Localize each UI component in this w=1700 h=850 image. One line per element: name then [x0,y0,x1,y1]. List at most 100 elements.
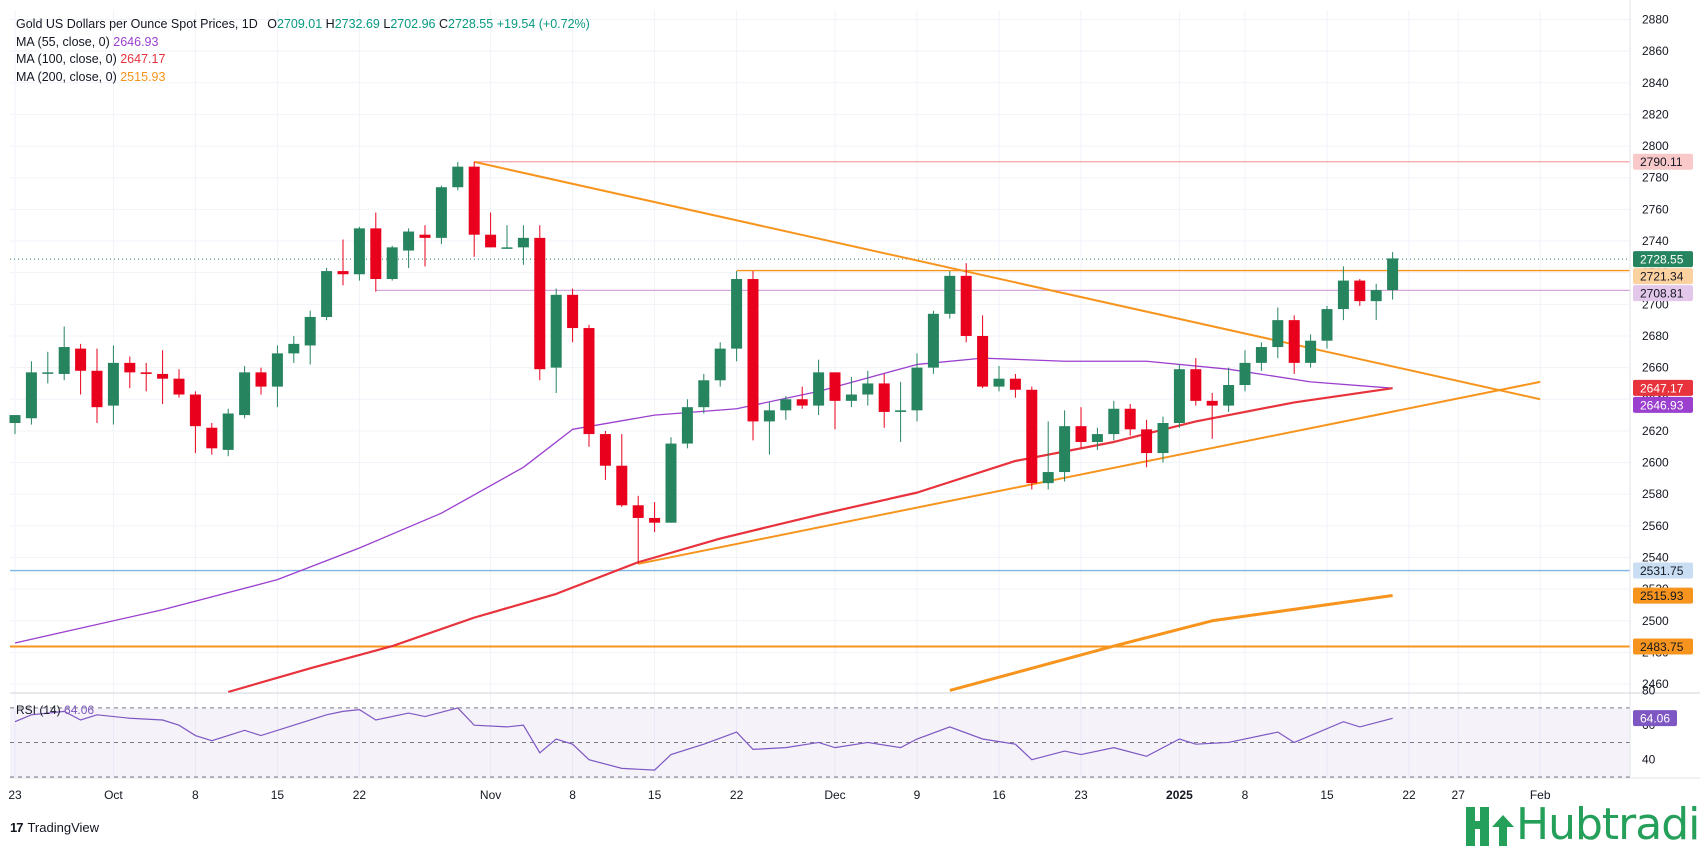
candle [1337,266,1349,321]
candles[interactable] [9,161,1399,564]
ohlc-open-label: O [267,17,277,31]
price-label-text: 2531.75 [1640,564,1684,578]
price-label-bg [1633,268,1693,285]
price-label-text: 2728.55 [1640,253,1684,267]
price-tick-label: 2820 [1642,107,1669,121]
rsi-tick-label: 80 [1642,684,1656,698]
price-tick-label: 2800 [1642,139,1669,153]
candle-body [501,247,513,249]
candle-body [271,353,283,387]
candle [58,326,70,381]
candle-body [960,275,972,336]
candle-body [206,427,218,449]
time-tick-label: 16 [992,788,1006,802]
ohlc-low: 2702.96 [390,17,436,31]
candle-body [189,394,201,427]
candle [304,310,316,365]
candle-body [550,294,562,368]
price-label-bg [1633,379,1693,396]
candle-body [649,517,661,523]
price-label-text: 2790.11 [1640,155,1683,169]
price-label-text: 2721.34 [1640,270,1684,284]
candle-body [698,380,710,408]
candle [107,345,119,425]
candle-body [665,443,677,523]
candle [763,402,775,455]
price-label: 2531.75 [1633,562,1693,579]
price-label: 2728.55 [1633,251,1693,268]
candle-body [1321,309,1333,341]
candle-body [304,316,316,346]
candle [370,212,382,292]
ma100-label: MA (100, close, 0) [16,52,117,66]
time-tick-label: 22 [353,788,367,802]
time-tick-label: 8 [192,788,199,802]
rsi-line [14,707,1393,771]
candle [665,437,677,523]
candle-body [75,348,87,371]
candle-body [813,372,825,406]
candle-body [977,335,989,387]
ma55-line [14,357,1393,644]
candle [813,359,825,416]
candle [583,324,595,447]
price-label-text: 2515.93 [1640,589,1684,603]
candle [1272,307,1284,359]
price-label: 2483.75 [1633,638,1693,655]
candle-body [140,372,152,374]
candle-body [862,383,874,395]
candle [468,161,480,257]
ohlc-high-label: H [325,17,335,31]
ma55-value: 2646.93 [113,34,159,49]
hubtrading-logo: Hubtrading [1466,799,1700,850]
candle [1059,410,1071,482]
candle [714,342,726,387]
price-label: 2646.93 [1633,396,1693,413]
trendline [473,160,1541,401]
ohlc-close-label: C [439,17,449,31]
candle-body [1157,422,1169,454]
candle [1223,367,1235,412]
candle [698,373,710,414]
ma100-value: 2647.17 [120,52,166,66]
candle [124,356,136,389]
candle [599,430,611,480]
legend-ma200-row: MA (200, close, 0) 2515.93 [16,69,590,87]
candle-body [255,372,267,387]
candle [1239,350,1251,392]
candle [780,396,792,420]
candle-body [1059,426,1071,473]
candle-body [599,434,611,466]
candle [140,362,152,392]
candle-body [517,237,529,248]
legend-title-row: Gold US Dollars per Ounce Spot Prices, 1… [16,16,590,34]
candle [1124,404,1136,436]
candle-body [1255,347,1267,363]
candle [189,391,201,454]
candle-body [1370,290,1382,302]
candle-body [616,465,628,506]
candle [977,315,989,389]
price-tick-label: 2580 [1642,487,1669,501]
candle-body [370,228,382,280]
candle [9,415,21,435]
time-tick-label: Oct [104,788,123,802]
candle-body [1288,320,1300,363]
candle-body [124,362,136,373]
candle [173,369,185,398]
time-tick-label: 23 [1074,788,1088,802]
time-tick-label: 15 [271,788,285,802]
candle [862,370,874,406]
rsi-legend: RSI (14) 64.06 [16,703,94,717]
candle [452,161,464,191]
tradingview-logo[interactable]: 17 TradingView [10,820,99,835]
price-tick-label: 2840 [1642,76,1669,90]
candle-body [796,399,808,406]
hubtrading-mark-icon [1466,807,1514,846]
price-tick-label: 2660 [1642,361,1669,375]
moving-averages [14,357,1393,694]
ohlc-close: 2728.55 [448,17,494,31]
candle-body [485,234,497,248]
candle [1108,400,1120,441]
